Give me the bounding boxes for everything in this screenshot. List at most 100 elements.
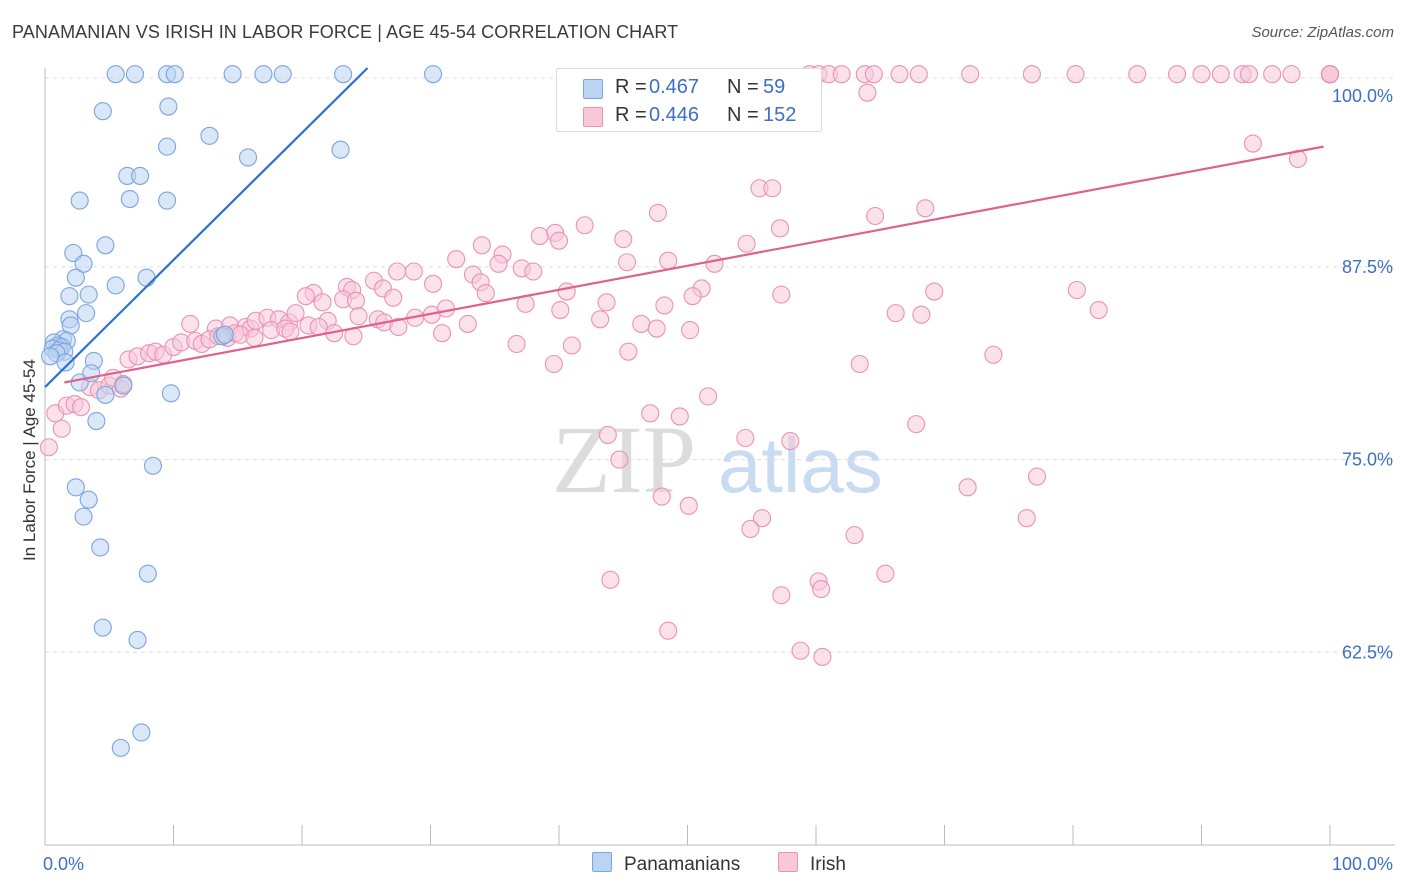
- irish-point: [1022, 65, 1041, 84]
- panamanian-point: [91, 538, 110, 557]
- irish-point: [850, 354, 869, 374]
- panamanian-point: [138, 564, 157, 583]
- irish-point: [598, 425, 617, 444]
- x-tick-label: 100.0%: [1332, 854, 1393, 874]
- irish-point: [652, 487, 671, 506]
- panamanian-trend-line: [44, 67, 369, 388]
- panamanian-point: [254, 65, 273, 84]
- irish-point: [245, 328, 264, 347]
- irish-point: [1211, 65, 1230, 84]
- irish-point: [813, 647, 832, 666]
- irish-point: [507, 334, 526, 354]
- panamanian-point: [60, 287, 79, 306]
- irish-point: [832, 65, 851, 84]
- panamanian-point: [137, 268, 156, 287]
- legend-n-label: N =: [727, 104, 759, 126]
- irish-point: [886, 304, 905, 323]
- irish-point: [770, 219, 790, 238]
- panamanian-point: [165, 65, 184, 84]
- panamanian-point: [66, 268, 85, 287]
- panamanian-point: [331, 140, 350, 159]
- irish-point: [705, 254, 724, 273]
- y-tick-label: 62.5%: [1342, 642, 1393, 662]
- panamanian-point: [215, 325, 234, 344]
- irish-point: [679, 496, 698, 515]
- irish-point: [346, 291, 366, 310]
- chart-title: PANAMANIAN VS IRISH IN LABOR FORCE | AGE…: [12, 22, 679, 42]
- irish-point: [610, 450, 629, 469]
- legend-r-label: R =: [615, 76, 647, 98]
- panamanian-point: [114, 376, 133, 395]
- panamanian-point: [87, 411, 106, 431]
- irish-point: [916, 199, 935, 218]
- irish-point: [614, 230, 633, 249]
- irish-point: [549, 231, 569, 250]
- y-axis-label: In Labor Force | Age 45-54: [20, 359, 39, 561]
- irish-point: [648, 203, 667, 222]
- irish-point: [424, 274, 443, 293]
- irish-point: [591, 310, 610, 329]
- legend-n-value: 59: [763, 76, 786, 98]
- panamanian-point: [143, 456, 162, 475]
- irish-point: [1239, 65, 1259, 84]
- irish-point: [866, 206, 885, 226]
- panamanian-point: [125, 65, 144, 84]
- irish-point: [670, 407, 689, 426]
- irish-point: [489, 254, 508, 273]
- irish-point: [562, 336, 581, 355]
- irish-point: [752, 509, 772, 528]
- irish-point: [912, 305, 931, 324]
- irish-point: [575, 216, 594, 235]
- irish-point: [1243, 134, 1262, 153]
- irish-point: [551, 300, 570, 320]
- legend-n-label: N =: [727, 76, 759, 98]
- irish-point: [1192, 65, 1211, 84]
- irish-point: [313, 293, 332, 312]
- panamanian-point: [273, 65, 292, 84]
- irish-point: [433, 324, 452, 343]
- panamanian-point: [424, 65, 443, 84]
- panamanian-point: [74, 507, 93, 526]
- irish-point: [476, 284, 495, 303]
- irish-point: [655, 296, 674, 315]
- irish-point: [772, 285, 791, 304]
- panamanian-point: [159, 97, 178, 116]
- irish-point: [864, 65, 883, 84]
- irish-point: [909, 65, 928, 84]
- panamanian-point: [132, 723, 151, 742]
- legend-item-irish[interactable]: Irish: [778, 852, 846, 878]
- irish-point: [1263, 65, 1282, 84]
- legend-r-value: 0.467: [649, 76, 700, 98]
- legend-swatch-panamanian: [592, 852, 612, 872]
- panamanian-point: [120, 189, 139, 209]
- irish-point: [404, 262, 423, 281]
- legend-swatch-irish: [778, 852, 798, 872]
- irish-point: [890, 65, 909, 84]
- legend-n-value: 152: [763, 104, 797, 126]
- panamanian-point: [111, 738, 130, 757]
- irish-point: [858, 83, 877, 102]
- y-tick-label: 100.0%: [1332, 86, 1393, 106]
- irish-point: [907, 415, 926, 434]
- irish-point: [181, 314, 200, 333]
- panamanian-point: [334, 65, 353, 84]
- panamanian-point: [79, 490, 98, 509]
- irish-point: [845, 526, 864, 545]
- irish-point: [681, 321, 700, 340]
- irish-point: [647, 319, 666, 338]
- irish-point: [812, 580, 831, 599]
- irish-point: [601, 570, 620, 589]
- legend-r-value: 0.446: [649, 104, 700, 126]
- irish-point: [741, 519, 760, 539]
- irish-point: [961, 65, 980, 84]
- irish-point: [1282, 65, 1301, 84]
- legend-swatch-panamanian: [583, 79, 603, 99]
- panamanian-point: [96, 385, 115, 404]
- legend-item-panamanians[interactable]: Panamanians: [592, 852, 740, 878]
- panamanian-point: [77, 304, 96, 323]
- panamanian-point: [128, 630, 147, 650]
- irish-point: [1066, 65, 1085, 84]
- legend-row-irish: R = 0.446 N = 152: [557, 101, 821, 131]
- legend-swatch-irish: [583, 107, 603, 127]
